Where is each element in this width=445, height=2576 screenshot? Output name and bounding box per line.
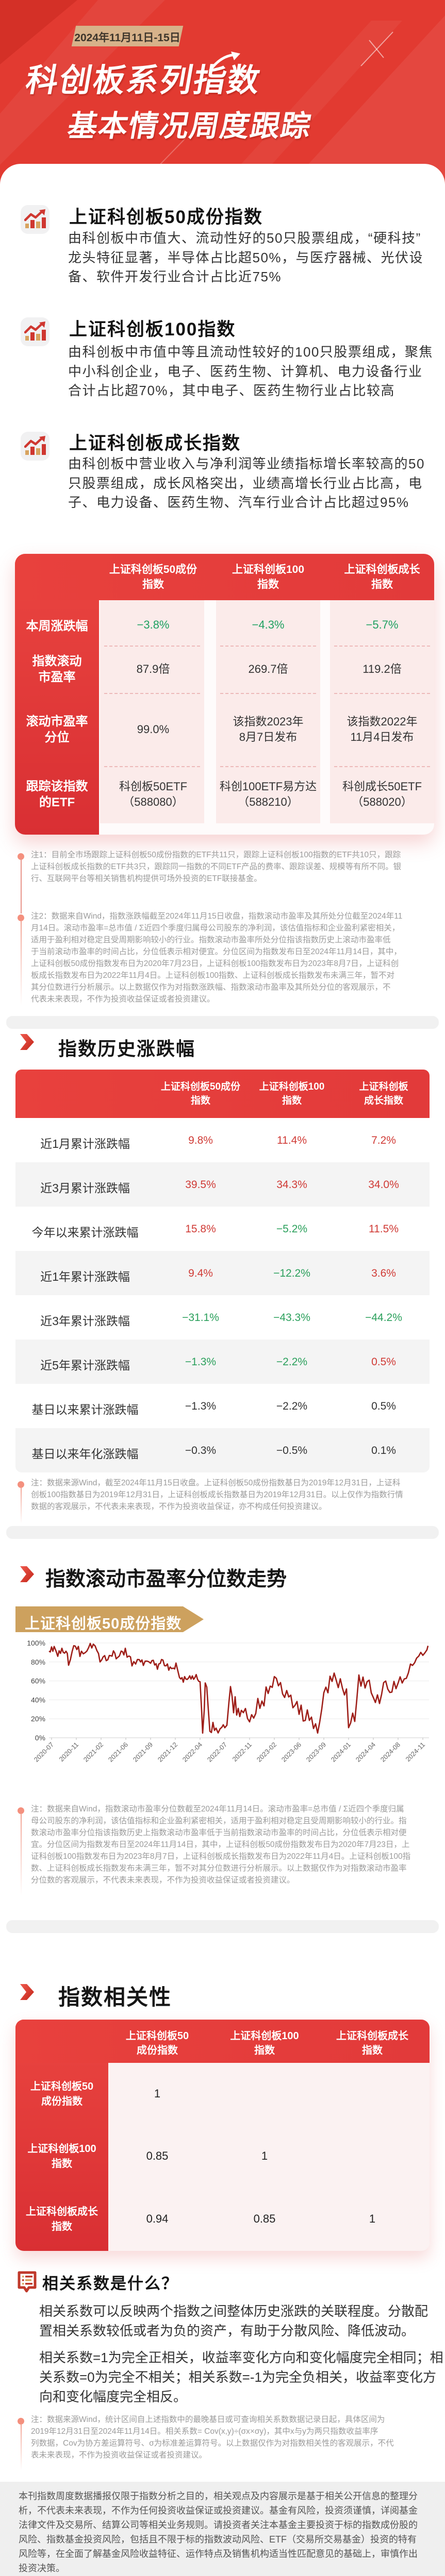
svg-text:2022-04: 2022-04 [181,1741,204,1764]
svg-text:2024-11: 2024-11 [404,1741,426,1764]
svg-text:60%: 60% [31,1677,45,1685]
svg-text:0%: 0% [35,1734,45,1742]
svg-text:2023-06: 2023-06 [280,1741,303,1764]
svg-text:2023-02: 2023-02 [255,1741,278,1764]
svg-text:2022-11: 2022-11 [230,1741,253,1764]
svg-text:100%: 100% [27,1639,45,1647]
svg-text:2020-11: 2020-11 [57,1741,80,1764]
svg-text:2021-12: 2021-12 [156,1741,179,1764]
svg-text:2024-04: 2024-04 [354,1741,377,1764]
svg-text:80%: 80% [31,1658,45,1666]
svg-text:2020-07: 2020-07 [32,1741,55,1764]
svg-text:2023-09: 2023-09 [305,1741,327,1764]
svg-text:2021-06: 2021-06 [107,1741,129,1764]
svg-text:2022-07: 2022-07 [206,1741,228,1764]
svg-text:2021-09: 2021-09 [131,1741,154,1764]
svg-text:20%: 20% [31,1715,45,1723]
svg-text:2024-01: 2024-01 [329,1741,352,1764]
svg-text:40%: 40% [31,1696,45,1704]
svg-text:2024-08: 2024-08 [379,1741,402,1764]
svg-text:2021-02: 2021-02 [82,1741,105,1764]
